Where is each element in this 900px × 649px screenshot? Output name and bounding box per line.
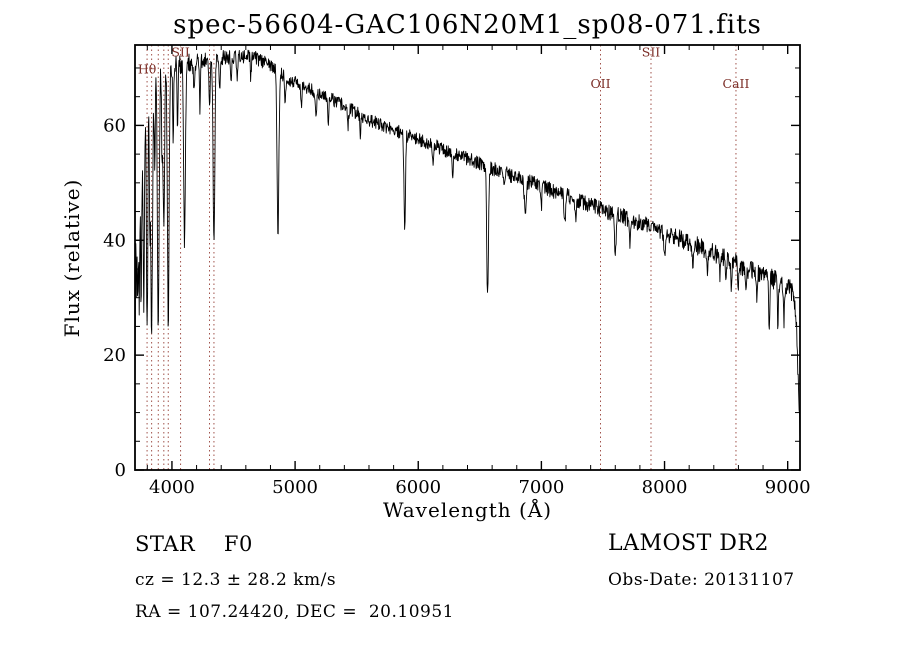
svg-text:6000: 6000 <box>395 477 441 498</box>
svg-text:4000: 4000 <box>149 477 195 498</box>
svg-text:60: 60 <box>103 115 126 136</box>
cz-value: cz = 12.3 ± 28.2 km/s <box>135 570 337 590</box>
svg-text:8000: 8000 <box>642 477 688 498</box>
svg-text:CaII: CaII <box>723 76 750 91</box>
object-class-label: STAR F0 <box>135 532 253 556</box>
svg-text:5000: 5000 <box>272 477 318 498</box>
y-axis-label: Flux (relative) <box>60 178 84 338</box>
svg-text:20: 20 <box>103 345 126 366</box>
svg-text:9000: 9000 <box>765 477 811 498</box>
svg-text:SII: SII <box>171 44 190 59</box>
svg-text:OII: OII <box>590 76 610 91</box>
svg-text:7000: 7000 <box>518 477 564 498</box>
x-axis-label: Wavelength (Å) <box>382 498 553 522</box>
obs-date-value: Obs-Date: 20131107 <box>608 570 795 590</box>
survey-label: LAMOST DR2 <box>608 531 769 556</box>
svg-text:Hθ: Hθ <box>138 62 156 77</box>
ra-dec-value: RA = 107.24420, DEC = 20.10951 <box>135 602 454 622</box>
svg-text:0: 0 <box>115 460 126 481</box>
plot-title: spec-56604-GAC106N20M1_sp08-071.fits <box>173 10 762 40</box>
svg-text:40: 40 <box>103 230 126 251</box>
svg-text:SII: SII <box>642 44 661 59</box>
